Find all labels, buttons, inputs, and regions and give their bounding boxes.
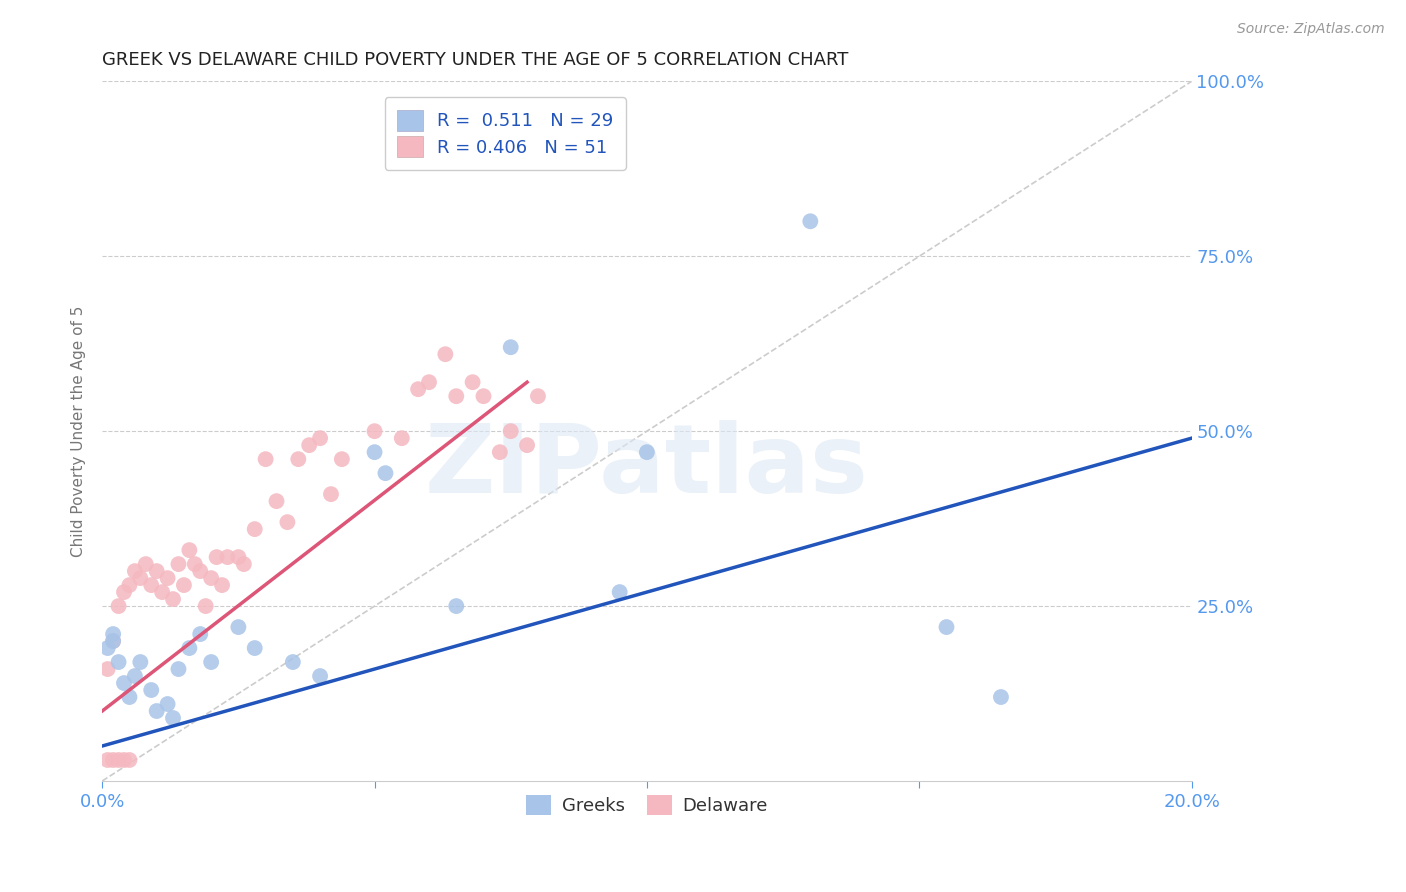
Point: [179, 543, 201, 558]
Point: [194, 599, 217, 613]
Point: [499, 340, 522, 354]
Point: [446, 599, 468, 613]
Point: [101, 753, 124, 767]
Point: [406, 382, 429, 396]
Point: [97, 662, 120, 676]
Point: [118, 690, 141, 704]
Point: [609, 585, 631, 599]
Point: [391, 431, 413, 445]
Text: Source: ZipAtlas.com: Source: ZipAtlas.com: [1237, 22, 1385, 37]
Point: [124, 564, 146, 578]
Point: [97, 641, 120, 656]
Point: [243, 522, 266, 536]
Point: [141, 578, 163, 592]
Point: [418, 375, 440, 389]
Point: [276, 515, 298, 529]
Point: [319, 487, 342, 501]
Point: [156, 697, 179, 711]
Point: [446, 389, 468, 403]
Text: ZIPatlas: ZIPatlas: [425, 419, 869, 513]
Y-axis label: Child Poverty Under the Age of 5: Child Poverty Under the Age of 5: [72, 305, 86, 557]
Point: [217, 550, 239, 565]
Point: [173, 578, 195, 592]
Point: [145, 704, 167, 718]
Point: [266, 494, 288, 508]
Point: [162, 592, 184, 607]
Point: [489, 445, 512, 459]
Point: [107, 753, 129, 767]
Point: [461, 375, 484, 389]
Point: [162, 711, 184, 725]
Text: GREEK VS DELAWARE CHILD POVERTY UNDER THE AGE OF 5 CORRELATION CHART: GREEK VS DELAWARE CHILD POVERTY UNDER TH…: [103, 51, 849, 69]
Point: [107, 655, 129, 669]
Point: [118, 753, 141, 767]
Point: [145, 564, 167, 578]
Point: [472, 389, 495, 403]
Point: [205, 550, 228, 565]
Point: [281, 655, 304, 669]
Point: [228, 620, 250, 634]
Point: [141, 683, 163, 698]
Point: [129, 655, 152, 669]
Point: [179, 641, 201, 656]
Point: [135, 557, 157, 571]
Point: [990, 690, 1012, 704]
Point: [150, 585, 173, 599]
Point: [363, 445, 385, 459]
Point: [243, 641, 266, 656]
Point: [188, 564, 211, 578]
Point: [935, 620, 957, 634]
Point: [254, 452, 277, 467]
Point: [200, 571, 222, 585]
Point: [200, 655, 222, 669]
Point: [129, 571, 152, 585]
Point: [211, 578, 233, 592]
Point: [112, 753, 135, 767]
Point: [97, 753, 120, 767]
Point: [184, 557, 207, 571]
Point: [167, 662, 190, 676]
Point: [330, 452, 353, 467]
Point: [101, 634, 124, 648]
Point: [636, 445, 658, 459]
Point: [799, 214, 821, 228]
Point: [107, 599, 129, 613]
Point: [188, 627, 211, 641]
Point: [499, 424, 522, 438]
Legend: Greeks, Delaware: Greeks, Delaware: [517, 786, 778, 824]
Point: [124, 669, 146, 683]
Point: [167, 557, 190, 571]
Point: [232, 557, 254, 571]
Point: [516, 438, 538, 452]
Point: [298, 438, 321, 452]
Point: [112, 676, 135, 690]
Point: [287, 452, 309, 467]
Point: [228, 550, 250, 565]
Point: [101, 627, 124, 641]
Point: [363, 424, 385, 438]
Point: [101, 634, 124, 648]
Point: [434, 347, 457, 361]
Point: [527, 389, 550, 403]
Point: [112, 585, 135, 599]
Point: [309, 669, 332, 683]
Point: [156, 571, 179, 585]
Point: [309, 431, 332, 445]
Point: [374, 466, 396, 480]
Point: [118, 578, 141, 592]
